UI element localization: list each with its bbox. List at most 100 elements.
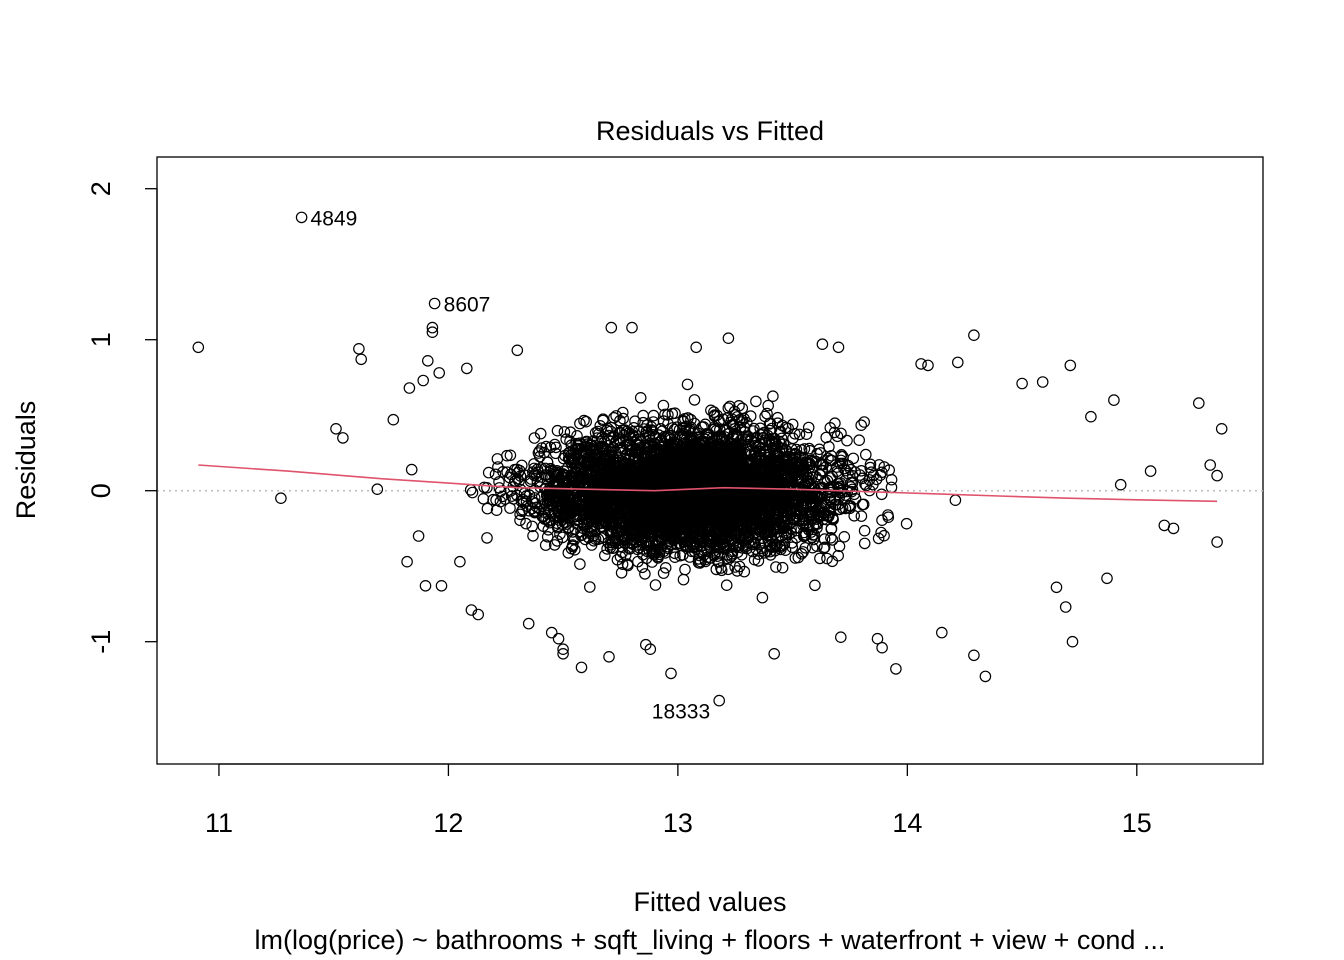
- residual-point: [722, 563, 734, 576]
- residual-point: [710, 563, 723, 576]
- residual-point: [550, 441, 562, 454]
- residual-point: [813, 482, 826, 495]
- residual-point: [802, 421, 815, 434]
- residual-point: [831, 430, 844, 443]
- residual-point: [834, 457, 846, 470]
- residual-point: [584, 489, 597, 502]
- residual-point: [876, 514, 888, 526]
- residual-point: [738, 565, 751, 578]
- residual-point: [687, 540, 700, 553]
- residual-point: [675, 499, 688, 512]
- residual-point: [720, 579, 733, 591]
- residual-point: [724, 499, 737, 511]
- residual-point: [776, 497, 789, 510]
- residual-point: [741, 520, 753, 533]
- residual-point: [748, 522, 761, 534]
- residual-point: [622, 559, 634, 572]
- residual-point: [513, 475, 525, 487]
- residual-point: [482, 466, 495, 479]
- residual-point: [818, 541, 831, 554]
- residual-point: [520, 517, 532, 530]
- residual-point: [643, 461, 656, 474]
- residual-point: [681, 378, 694, 391]
- residual-point: [481, 502, 494, 515]
- residual-point: [731, 565, 743, 577]
- residual-point: [669, 551, 681, 563]
- residual-point: [533, 445, 546, 457]
- residual-point: [764, 503, 776, 515]
- residual-point: [750, 395, 762, 408]
- residual-point: [762, 399, 774, 412]
- residual-point: [787, 432, 799, 445]
- residual-point: [634, 391, 647, 404]
- residual-point: [824, 486, 837, 499]
- residual-point: [717, 413, 730, 426]
- residual-point: [556, 468, 569, 481]
- residual-point: [597, 476, 610, 488]
- residual-point: [666, 422, 679, 434]
- residual-point: [795, 547, 808, 560]
- residual-point: [649, 579, 662, 591]
- residual-point: [725, 443, 737, 456]
- residual-point: [741, 526, 754, 538]
- residual-point: [773, 455, 785, 467]
- residual-point: [832, 549, 844, 562]
- residual-point: [616, 406, 629, 419]
- residual-point: [878, 529, 890, 542]
- residual-point: [776, 561, 789, 574]
- residual-point: [870, 473, 883, 486]
- residual-point: [528, 432, 541, 444]
- residual-point: [610, 410, 622, 422]
- residual-point: [767, 390, 779, 402]
- residual-point: [615, 566, 628, 579]
- residual-point: [776, 442, 789, 455]
- residual-point: [597, 414, 609, 427]
- residual-point: [647, 409, 660, 422]
- residual-point: [817, 542, 830, 554]
- residual-point: [720, 443, 732, 455]
- residual-point: [860, 479, 872, 492]
- chart-title: Residuals vs Fitted: [596, 116, 824, 146]
- residual-point: [836, 486, 848, 499]
- residual-point: [630, 462, 643, 474]
- residual-point: [527, 529, 539, 542]
- residual-point: [856, 472, 869, 485]
- residual-point: [592, 533, 605, 545]
- residual-point: [528, 458, 540, 470]
- residual-point: [539, 539, 552, 551]
- residual-point: [489, 468, 502, 481]
- residual-point: [692, 553, 705, 565]
- residual-point: [637, 409, 649, 422]
- residual-point: [705, 404, 717, 417]
- residual-point: [567, 487, 580, 499]
- residual-point: [766, 437, 779, 450]
- residual-point: [607, 451, 619, 464]
- residual-point: [546, 479, 559, 492]
- residual-point: [738, 412, 750, 425]
- residual-point: [714, 490, 727, 503]
- residual-point: [653, 534, 665, 547]
- residual-point: [829, 417, 841, 429]
- residual-point: [531, 501, 543, 514]
- residual-point: [560, 518, 573, 530]
- residual-point: [783, 497, 795, 510]
- residual-point: [508, 463, 521, 476]
- residual-point: [857, 498, 870, 511]
- residual-point: [734, 533, 747, 545]
- residual-point: [824, 501, 837, 513]
- residual-point: [536, 471, 548, 483]
- residual-point: [657, 399, 670, 412]
- residual-point: [541, 530, 554, 543]
- residual-point: [759, 410, 771, 423]
- residual-point: [780, 519, 792, 531]
- residual-point: [607, 525, 619, 538]
- residual-point: [581, 525, 593, 537]
- residual-point: [729, 443, 742, 455]
- residual-point: [841, 434, 853, 447]
- residual-point: [885, 473, 898, 486]
- residual-point: [504, 449, 517, 462]
- residual-point: [616, 558, 629, 570]
- residual-point: [721, 428, 734, 440]
- residual-point: [731, 445, 743, 457]
